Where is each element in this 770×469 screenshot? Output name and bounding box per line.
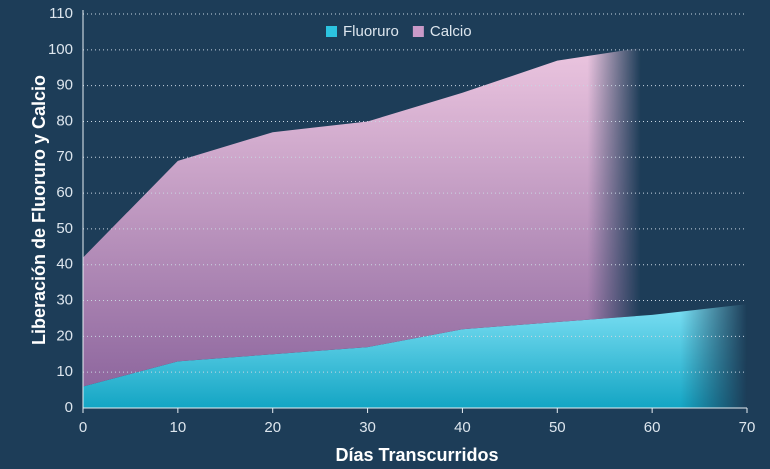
area-calcio — [83, 46, 653, 387]
y-tick-label: 100 — [48, 41, 73, 58]
legend-swatch — [326, 26, 337, 37]
x-tick-label: 20 — [264, 419, 281, 436]
y-tick-label: 80 — [56, 112, 73, 129]
y-tick-label: 40 — [56, 256, 73, 273]
x-tick-label: 0 — [79, 419, 87, 436]
x-tick-label: 50 — [549, 419, 566, 436]
area-fluoruro — [83, 304, 747, 408]
x-tick-label: 60 — [644, 419, 661, 436]
x-axis-label: Días Transcurridos — [335, 445, 498, 465]
y-tick-label: 10 — [56, 363, 73, 380]
x-tick-label: 30 — [359, 419, 376, 436]
y-tick-label: 30 — [56, 292, 73, 309]
legend-swatch — [412, 26, 424, 37]
y-tick-label: 20 — [56, 327, 73, 344]
x-tick-label: 70 — [739, 419, 756, 436]
y-tick-label: 110 — [49, 5, 73, 22]
x-tick-label: 40 — [454, 419, 471, 436]
y-axis-label: Liberación de Fluoruro y Calcio — [29, 75, 49, 345]
y-tick-label: 90 — [56, 77, 73, 94]
grid — [83, 13, 747, 409]
legend-label: Fluoruro — [343, 23, 399, 40]
y-tick-label: 50 — [56, 220, 73, 237]
y-tick-label: 0 — [65, 399, 73, 416]
y-tick-label: 60 — [56, 184, 73, 201]
y-tick-label: 70 — [56, 148, 73, 165]
x-tick-label: 10 — [170, 419, 187, 436]
legend-label: Calcio — [430, 23, 472, 40]
